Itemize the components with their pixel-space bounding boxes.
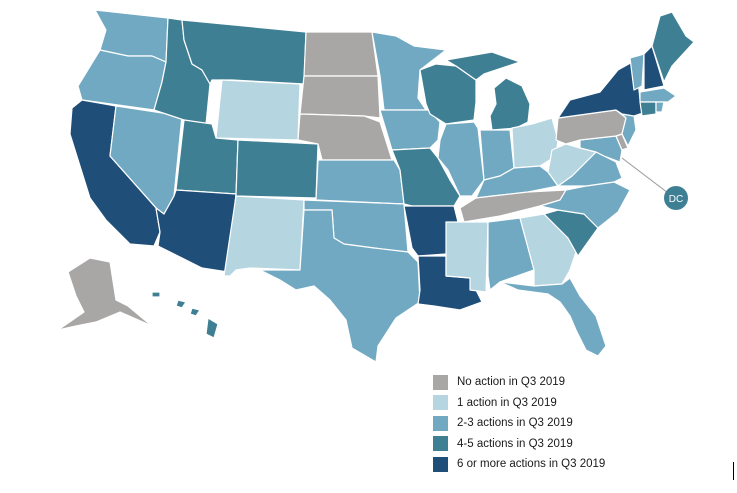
dc-marker [664, 186, 688, 210]
legend-item-two-three: 2-3 actions in Q3 2019 [433, 413, 673, 434]
state-me [651, 11, 695, 83]
legend-swatch [433, 436, 448, 452]
state-tx [259, 209, 421, 363]
state-wv [547, 143, 597, 187]
legend-item-six-plus: 6 or more actions in Q3 2019 [433, 454, 673, 475]
state-mi-lower [489, 77, 531, 131]
legend-item-one: 1 action in Q3 2019 [433, 393, 673, 414]
state-nh [643, 45, 665, 91]
text-cursor-mark [733, 462, 734, 480]
state-or [77, 49, 167, 111]
state-sd [299, 75, 381, 119]
state-hi-3 [189, 307, 201, 317]
state-nc [539, 181, 631, 229]
state-wi [419, 63, 477, 125]
state-hi-2 [175, 299, 187, 309]
state-wy [215, 79, 301, 141]
state-nm [223, 195, 305, 277]
state-hi-main [205, 317, 219, 339]
dc-leader-line [621, 157, 673, 197]
state-co [235, 139, 319, 199]
legend-swatch [433, 415, 448, 431]
legend-swatch [433, 395, 448, 411]
state-il [437, 121, 485, 197]
legend-label: 2-3 actions in Q3 2019 [457, 417, 573, 430]
state-vt [629, 53, 645, 91]
legend-item-none: No action in Q3 2019 [433, 372, 673, 393]
state-ms [445, 221, 489, 293]
legend-swatch [433, 456, 448, 472]
state-fl [499, 277, 607, 357]
state-ia [379, 109, 441, 151]
state-mi [445, 51, 521, 81]
legend-label: 1 action in Q3 2019 [457, 396, 557, 409]
state-ma [639, 87, 677, 103]
state-mo [391, 147, 461, 207]
state-nd [303, 31, 379, 77]
state-ak [57, 257, 153, 331]
state-ks [315, 159, 405, 205]
legend-item-four-five: 4-5 actions in Q3 2019 [433, 434, 673, 455]
state-mn [371, 31, 447, 111]
legend-swatch [433, 374, 448, 390]
state-hi-1 [151, 291, 161, 298]
states-layer [57, 9, 695, 363]
state-ri [655, 101, 665, 113]
dc-label: DC [669, 194, 683, 205]
legend-label: 4-5 actions in Q3 2019 [457, 437, 573, 450]
legend-label: No action in Q3 2019 [457, 376, 566, 389]
legend-label: 6 or more actions in Q3 2019 [457, 458, 606, 471]
dc-callout: DC [621, 157, 688, 210]
state-ct [639, 101, 657, 117]
legend: No action in Q3 2019 1 action in Q3 2019 2… [433, 372, 673, 475]
